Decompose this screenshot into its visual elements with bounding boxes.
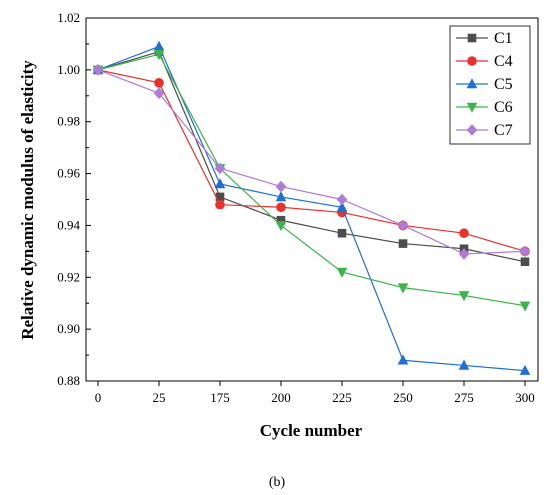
legend-marker-c5 [466, 78, 478, 89]
data-point-c6 [458, 291, 470, 302]
y-tick-label: 1.00 [57, 62, 80, 77]
data-point-c6 [519, 301, 531, 312]
y-tick-label: 0.88 [57, 373, 80, 388]
series-line-c5 [97, 45, 526, 372]
data-point-c1 [398, 239, 408, 248]
legend-label: C7 [494, 122, 513, 139]
data-point-c4 [215, 199, 225, 210]
legend-item-c1: C1 [456, 30, 513, 47]
data-point-c5 [275, 191, 287, 202]
data-point-c7 [519, 245, 531, 258]
y-tick-label: 0.98 [57, 114, 80, 129]
y-tick-label: 0.90 [57, 321, 80, 336]
legend: C1 C4 C5 C6 C7 [449, 25, 531, 145]
legend-label: C1 [494, 30, 513, 47]
y-axis-title: Relative dynamic modulus of elasticity [18, 60, 37, 340]
data-point-c5 [153, 40, 165, 51]
series-c5 [92, 40, 531, 375]
data-point-c6 [275, 221, 287, 232]
x-tick-label: 275 [454, 390, 474, 405]
data-point-c7 [397, 219, 409, 232]
data-point-c1 [215, 192, 225, 202]
legend-label: C6 [494, 99, 513, 116]
series-layer [92, 40, 531, 375]
data-point-c1 [276, 215, 286, 225]
x-tick-label: 300 [515, 390, 535, 405]
legend-item-c7: C7 [456, 122, 513, 139]
legend-item-c5: C5 [456, 76, 513, 93]
legend-box [449, 25, 531, 145]
legend-marker-c6 [466, 102, 478, 113]
data-point-c7 [275, 180, 287, 193]
y-tick-label: 1.02 [57, 10, 80, 25]
data-point-c1 [337, 228, 347, 238]
x-tick-label: 250 [393, 390, 413, 405]
legend-marker-c7 [466, 124, 478, 136]
y-tick-label: 0.92 [57, 269, 80, 284]
legend-marker-c1 [467, 33, 477, 43]
series-c7 [92, 64, 531, 260]
x-tick-label: 175 [210, 390, 230, 405]
y-tick-label: 0.94 [57, 217, 80, 232]
data-point-c1 [520, 257, 530, 267]
data-point-c7 [336, 193, 348, 206]
data-point-c7 [458, 248, 470, 260]
data-point-c4 [154, 78, 164, 88]
data-point-c5 [336, 201, 348, 212]
data-point-c5 [214, 178, 226, 189]
legend-marker-c4 [467, 56, 477, 66]
data-point-c5 [519, 364, 531, 375]
data-point-c6 [336, 267, 348, 278]
series-line-c6 [97, 53, 526, 307]
x-tick-label: 225 [332, 390, 352, 405]
series-line-c1 [97, 50, 526, 263]
legend-item-c4: C4 [456, 53, 513, 70]
legend-item-c6: C6 [456, 99, 513, 116]
data-point-c7 [92, 64, 104, 76]
x-tick-label: 25 [153, 390, 166, 405]
data-point-c4 [276, 202, 286, 213]
x-tick-label: 0 [95, 390, 102, 405]
data-point-c5 [458, 359, 470, 370]
x-tick-label: 200 [271, 390, 291, 405]
y-tick-label: 0.96 [57, 166, 80, 181]
data-point-c6 [397, 283, 409, 294]
series-line-c7 [97, 69, 526, 255]
series-line-c4 [97, 69, 526, 252]
data-point-c7 [153, 87, 165, 99]
data-point-c7 [214, 162, 226, 175]
data-point-c5 [397, 354, 409, 365]
legend-label: C4 [494, 53, 513, 70]
data-point-c4 [459, 228, 469, 239]
data-point-c6 [153, 50, 165, 61]
figure-caption: (b) [269, 475, 286, 490]
y-axis: 0.88 0.90 0.92 0.94 0.96 0.98 1.00 1.02 [57, 10, 91, 388]
x-axis-title: Cycle number [260, 421, 363, 440]
x-axis: 0 25 175 200 225 250 275 300 [95, 381, 535, 405]
legend-label: C5 [494, 76, 513, 93]
